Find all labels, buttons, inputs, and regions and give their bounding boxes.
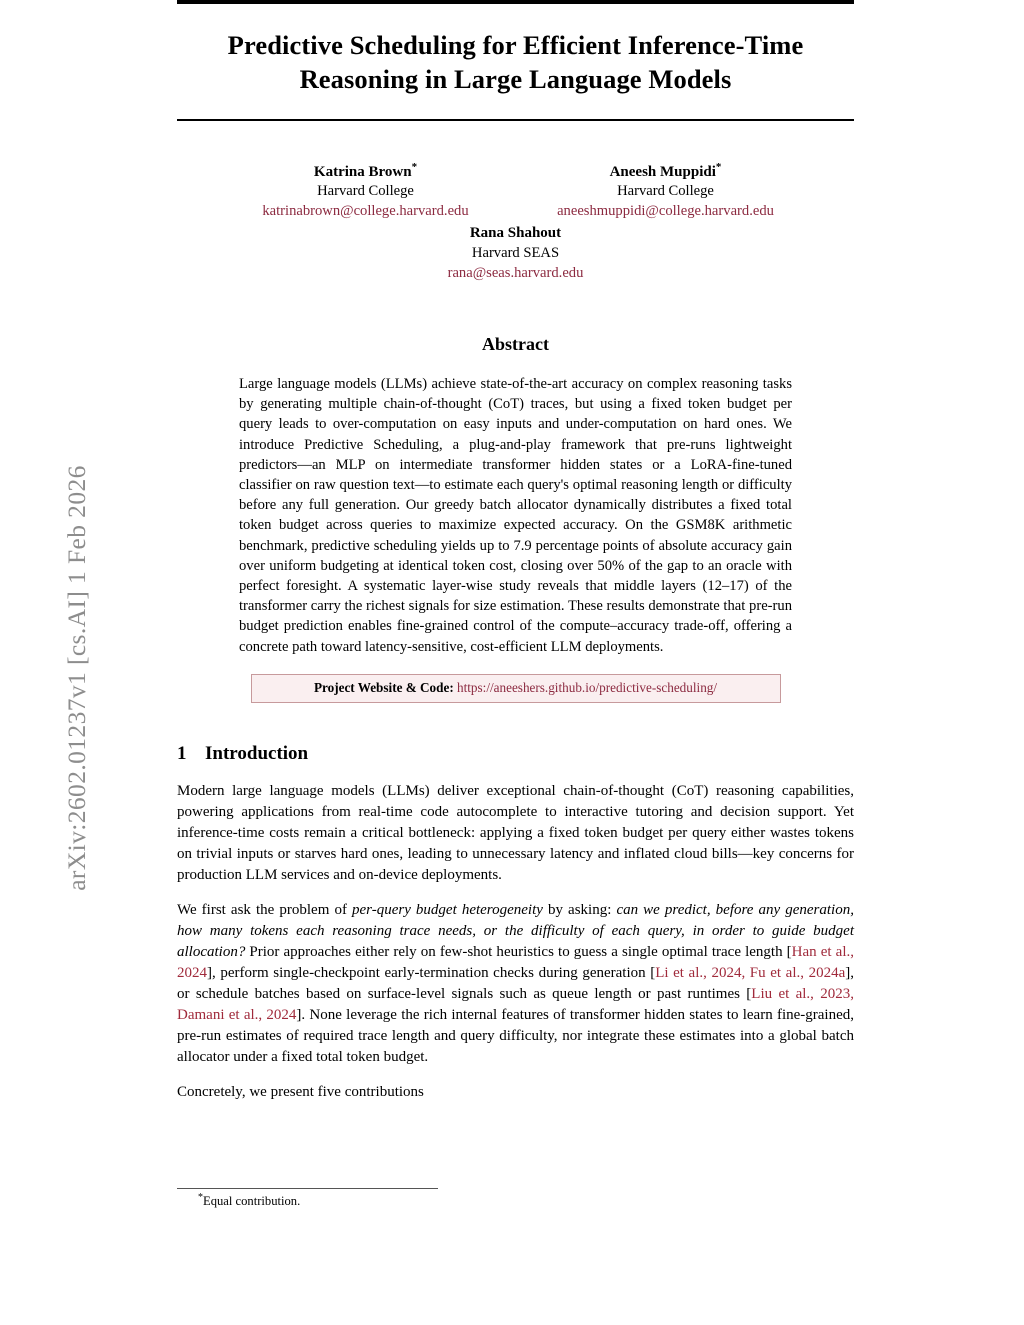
abstract-heading: Abstract [482,333,549,354]
title-block: Predictive Scheduling for Efficient Infe… [177,4,854,119]
paragraph-3: Concretely, we present five contribution… [177,1084,424,1101]
author-name-text-0: Katrina Brown [313,163,412,180]
project-box-wrapper: Project Website & Code: https://aneesher… [250,657,781,704]
author-email-0[interactable]: katrinabrown@college.harvard.edu [262,203,469,220]
paper-title-line2: Reasoning in Large Language Models [299,64,732,95]
author-affiliation-2: Harvard SEAS [471,244,560,261]
p2-seg4: ], perform single-checkpoint early-termi… [207,965,656,982]
author-block-2: Rana Shahout Harvard SEAS rana@seas.harv… [177,223,854,284]
paper-title-line1: Predictive Scheduling for Efficient Infe… [227,30,804,60]
author-name-0: Katrina Brown* [216,160,516,183]
abstract-text: Large language models (LLMs) achieve sta… [239,375,792,655]
p2-seg1: We first ask the problem of [177,902,353,919]
title-bottom-rule [177,118,854,121]
footnote-star: * [198,1191,203,1203]
paragraph-2: We first ask the problem of per-query bu… [177,900,854,1068]
footnote-label: Equal contribution. [203,1194,301,1208]
authors-block: Katrina Brown* Harvard College katrinabr… [177,121,854,284]
arxiv-stamp: arXiv:2602.01237v1 [cs.AI] 1 Feb 2026 [0,0,160,1325]
title-top-rule [177,0,854,4]
author-email-2[interactable]: rana@seas.harvard.edu [447,264,584,281]
author-name-text-1: Aneesh Muppidi [609,163,716,180]
author-star-1: * [715,160,722,173]
footnote-rule [177,1188,438,1189]
footnote-block: *Equal contribution. [177,1188,854,1209]
author-name-2: Rana Shahout [469,225,562,242]
p2-seg2: by asking: [542,902,617,919]
abstract-block: Abstract Large language models (LLMs) ac… [239,284,792,657]
project-box-url[interactable]: https://aneeshers.github.io/predictive-s… [457,679,718,695]
author-row-top: Katrina Brown* Harvard College katrinabr… [177,160,854,223]
p2-emphasis-1: per-query budget heterogeneity [352,902,543,919]
author-block-0: Katrina Brown* Harvard College katrinabr… [216,160,516,223]
footnote-text: *Equal contribution. [177,1191,854,1209]
section-title: Introduction [205,743,309,765]
author-block-1: Aneesh Muppidi* Harvard College aneeshmu… [516,160,816,223]
section-number: 1 [177,743,187,765]
project-website-box: Project Website & Code: https://aneesher… [250,673,781,704]
section-heading: 1 Introduction [177,743,854,765]
p2-seg5: ], or schedule batches based on surface-… [177,965,854,1003]
p2-emphasis-2: can we predict, before any generation, h… [177,902,854,961]
citation-liu-damani[interactable]: Liu et al., 2023, Damani et al., 2024 [177,986,854,1024]
page-title: Predictive Scheduling for Efficient Infe… [177,28,854,97]
paragraph-1: Modern large language models (LLMs) deli… [177,783,854,884]
author-email-1[interactable]: aneeshmuppidi@college.harvard.edu [557,203,774,220]
author-affiliation-1: Harvard College [617,183,714,200]
section-introduction: 1 Introduction Modern large language mode… [177,703,854,1103]
author-star-0: * [411,160,418,173]
citation-li-fu-2024[interactable]: Li et al., 2024, Fu et al., 2024a [655,965,846,982]
p2-seg6: ]. None leverage the rich internal featu… [177,1007,854,1066]
citation-han-2024[interactable]: Han et al., 2024 [177,944,855,982]
arxiv-stamp-text: arXiv:2602.01237v1 [cs.AI] 1 Feb 2026 [62,465,91,891]
author-affiliation-0: Harvard College [317,183,414,200]
author-name-1: Aneesh Muppidi* [516,160,816,183]
p2-seg3: Prior approaches either rely on few-shot… [245,944,792,961]
project-box-label: Project Website & Code: [313,679,454,695]
paper-page: Predictive Scheduling for Efficient Infe… [177,0,854,1325]
